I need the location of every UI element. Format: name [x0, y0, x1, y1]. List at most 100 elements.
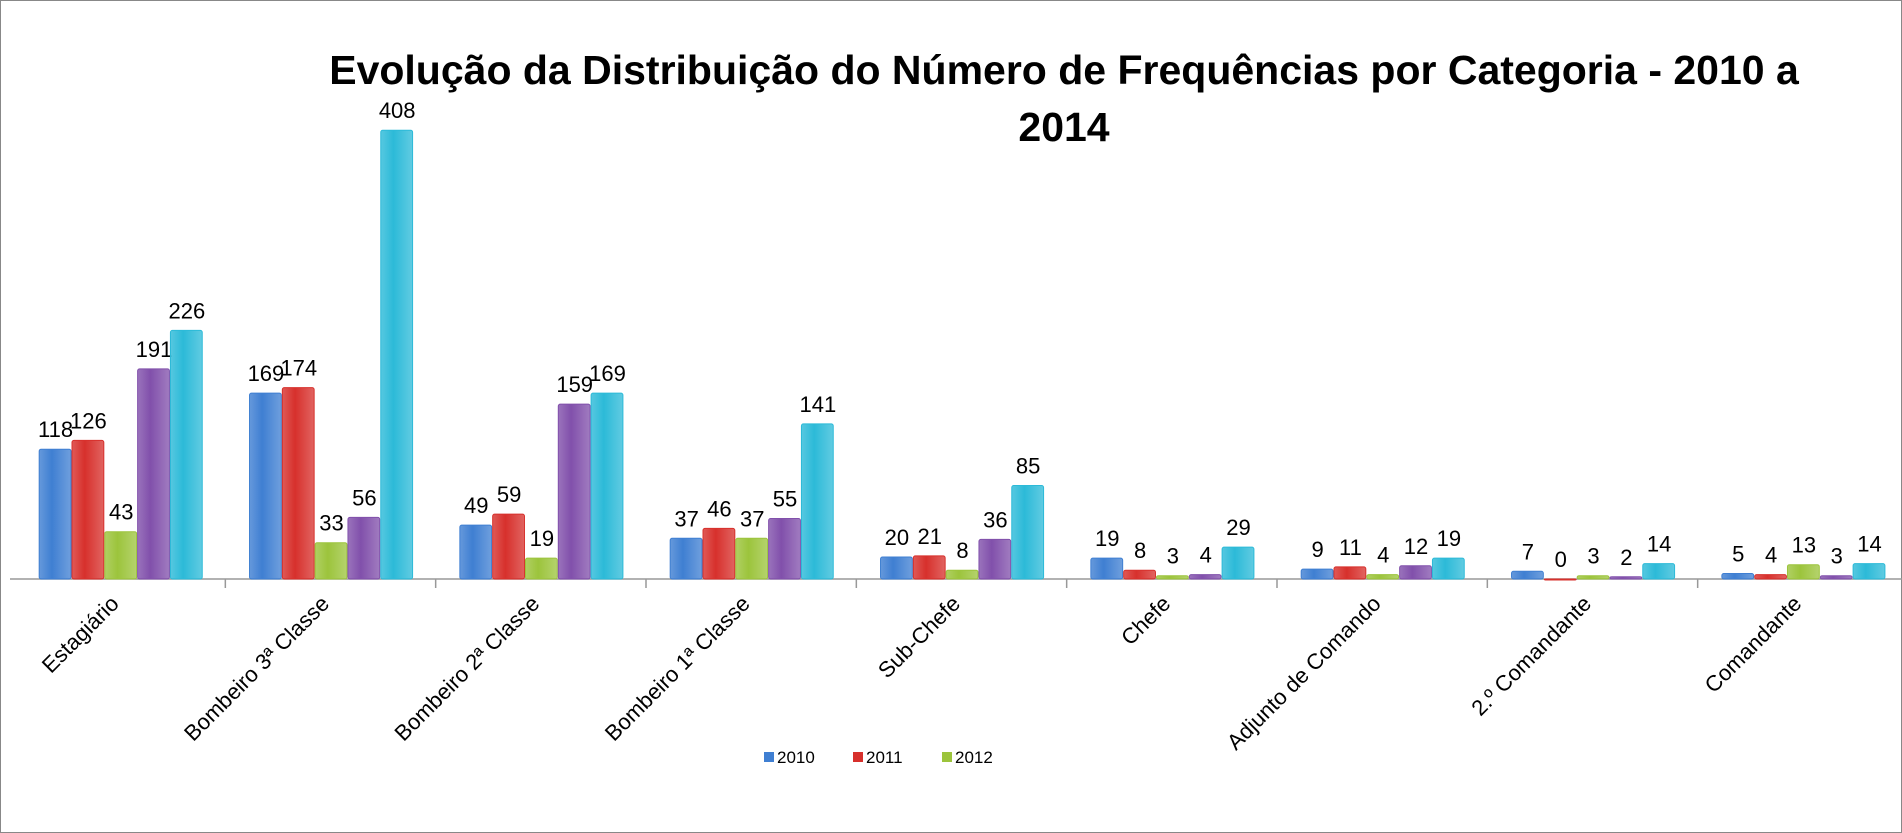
x-tick-label: Bombeiro 3ª Classe	[179, 591, 334, 746]
data-label: 169	[589, 361, 626, 386]
data-label: 59	[497, 482, 521, 507]
data-label: 141	[799, 392, 836, 417]
data-label: 19	[530, 526, 554, 551]
bar	[71, 439, 105, 580]
bar	[1431, 557, 1465, 580]
bar	[1642, 563, 1676, 580]
data-label: 169	[248, 361, 285, 386]
bar	[459, 524, 493, 580]
data-label: 159	[556, 372, 593, 397]
data-label: 33	[319, 511, 343, 536]
bar	[1721, 573, 1755, 580]
data-label: 0	[1555, 547, 1567, 572]
data-label: 2	[1620, 545, 1632, 570]
bar	[1609, 576, 1643, 580]
data-label: 19	[1095, 526, 1119, 551]
bar	[169, 329, 203, 580]
data-label: 29	[1226, 515, 1250, 540]
legend-label: 2011	[866, 748, 903, 767]
bar	[590, 392, 624, 580]
bar	[524, 557, 558, 580]
data-label: 8	[956, 538, 968, 563]
bar	[1090, 557, 1124, 580]
chart-title: Evolução da Distribuição do Número de Fr…	[329, 47, 1799, 150]
data-label: 174	[280, 356, 317, 381]
bar	[1333, 566, 1367, 580]
bar	[492, 513, 525, 580]
data-label: 12	[1404, 534, 1428, 559]
bar	[1399, 565, 1432, 580]
bar	[249, 392, 282, 580]
bar	[1543, 578, 1577, 581]
data-label: 36	[983, 507, 1007, 532]
bar	[1754, 574, 1787, 580]
data-label: 56	[352, 485, 376, 510]
data-label: 55	[773, 487, 797, 512]
bar	[314, 542, 348, 580]
bar	[768, 518, 801, 580]
bar	[557, 403, 591, 580]
bar	[1786, 564, 1820, 580]
bar	[38, 448, 72, 580]
x-tick-label: Bombeiro 1ª Classe	[600, 591, 755, 746]
data-label: 4	[1765, 543, 1777, 568]
data-label: 4	[1200, 543, 1212, 568]
bar	[1155, 575, 1189, 580]
legend-swatch	[942, 752, 952, 762]
data-label: 191	[136, 337, 173, 362]
x-tick-label: 2.º Comandante	[1466, 591, 1596, 721]
data-label: 37	[674, 506, 698, 531]
bar	[945, 569, 979, 580]
bar	[1366, 574, 1400, 580]
data-label: 118	[38, 417, 73, 442]
x-tick-label: Chefe	[1116, 591, 1175, 650]
bar	[912, 555, 946, 580]
bar	[978, 538, 1012, 580]
data-label: 37	[740, 506, 764, 531]
data-label: 226	[168, 298, 205, 323]
bar	[1123, 569, 1156, 580]
bar	[669, 537, 703, 580]
x-tick-label: Bombeiro 2ª Classe	[390, 591, 545, 746]
x-tick-label: Sub-Chefe	[873, 591, 965, 683]
bar	[1300, 568, 1334, 580]
data-label: 3	[1587, 544, 1599, 569]
bar	[1188, 574, 1222, 580]
data-label: 7	[1522, 539, 1534, 564]
data-label: 49	[464, 493, 488, 518]
bar	[380, 129, 414, 580]
data-label: 13	[1792, 533, 1816, 558]
data-label: 126	[70, 408, 107, 433]
data-label: 11	[1339, 535, 1362, 560]
data-label: 14	[1647, 532, 1671, 557]
data-label: 46	[707, 496, 731, 521]
data-label: 408	[379, 98, 416, 123]
data-label: 43	[109, 500, 133, 525]
legend-swatch	[764, 752, 774, 762]
bar	[702, 527, 736, 580]
data-label: 5	[1732, 542, 1744, 567]
bar	[1511, 570, 1544, 580]
data-label: 8	[1134, 538, 1146, 563]
bar	[137, 368, 170, 580]
legend-label: 2012	[955, 748, 993, 767]
bar	[1576, 575, 1610, 580]
bar	[1011, 485, 1045, 580]
data-label: 3	[1831, 544, 1843, 569]
data-label: 85	[1016, 454, 1040, 479]
legend-label: 2010	[777, 748, 815, 767]
bar	[104, 531, 138, 580]
bar	[347, 516, 381, 580]
data-label: 21	[917, 524, 941, 549]
bar	[880, 556, 913, 580]
legend-swatch	[853, 752, 863, 762]
bar	[1221, 546, 1255, 580]
x-tick-label: Estagiário	[37, 591, 124, 678]
x-tick-label: Adjunto de Comando	[1222, 591, 1386, 755]
bar	[735, 537, 769, 580]
data-label: 19	[1437, 526, 1461, 551]
data-label: 20	[885, 525, 909, 550]
data-label: 3	[1167, 544, 1179, 569]
